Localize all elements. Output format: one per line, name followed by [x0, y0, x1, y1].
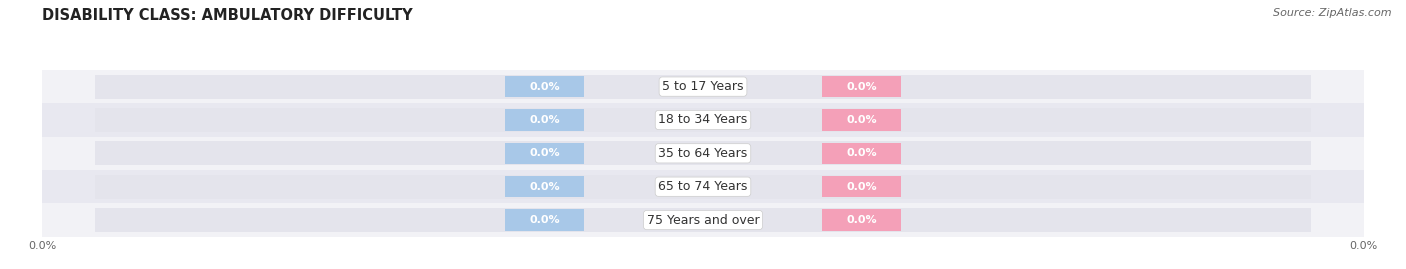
Bar [505, 143, 583, 164]
Text: 18 to 34 Years: 18 to 34 Years [658, 114, 748, 126]
Bar [505, 109, 583, 130]
Bar [823, 76, 901, 97]
Text: 0.0%: 0.0% [846, 215, 877, 225]
Bar [823, 176, 901, 197]
Bar [823, 143, 901, 164]
Text: 5 to 17 Years: 5 to 17 Years [662, 80, 744, 93]
Bar [96, 108, 1310, 132]
Text: 0.0%: 0.0% [846, 82, 877, 92]
Text: 0.0%: 0.0% [846, 148, 877, 158]
Bar [505, 76, 583, 97]
Text: 0.0%: 0.0% [529, 115, 560, 125]
Bar [42, 203, 1364, 237]
Text: 0.0%: 0.0% [529, 182, 560, 192]
Text: 0.0%: 0.0% [529, 82, 560, 92]
Text: 0.0%: 0.0% [529, 215, 560, 225]
Bar [96, 175, 1310, 199]
Text: 0.0%: 0.0% [846, 115, 877, 125]
Bar [96, 141, 1310, 165]
Bar [96, 208, 1310, 232]
Text: 35 to 64 Years: 35 to 64 Years [658, 147, 748, 160]
Bar [505, 176, 583, 197]
Text: 0.0%: 0.0% [529, 148, 560, 158]
Bar [42, 137, 1364, 170]
Text: 75 Years and over: 75 Years and over [647, 214, 759, 226]
Bar [96, 75, 1310, 99]
Text: 65 to 74 Years: 65 to 74 Years [658, 180, 748, 193]
Text: DISABILITY CLASS: AMBULATORY DIFFICULTY: DISABILITY CLASS: AMBULATORY DIFFICULTY [42, 8, 413, 23]
Bar [823, 109, 901, 130]
Text: 0.0%: 0.0% [846, 182, 877, 192]
Text: Source: ZipAtlas.com: Source: ZipAtlas.com [1274, 8, 1392, 18]
Bar [42, 103, 1364, 137]
Bar [823, 210, 901, 231]
Bar [42, 70, 1364, 103]
Bar [42, 170, 1364, 203]
Bar [505, 210, 583, 231]
